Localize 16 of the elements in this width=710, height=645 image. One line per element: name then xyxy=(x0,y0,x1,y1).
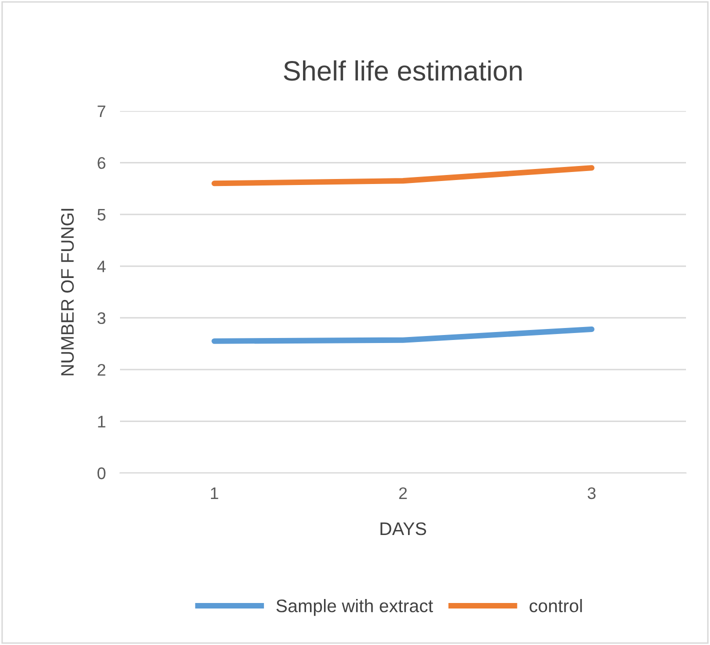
x-tick-label: 1 xyxy=(210,488,218,499)
x-axis-title: DAYS xyxy=(380,522,426,536)
chart-title: Shelf life estimation xyxy=(284,60,522,81)
y-tick-label: 4 xyxy=(97,260,106,272)
y-axis-title: NUMBER OF FUNGI xyxy=(61,208,74,376)
legend-label: control xyxy=(530,599,582,612)
y-tick-label: 2 xyxy=(98,364,106,376)
legend-label: Sample with extract xyxy=(276,599,434,616)
y-tick-label: 1 xyxy=(98,416,106,428)
y-tick-label: 3 xyxy=(97,312,106,324)
x-tick-label: 3 xyxy=(588,487,596,500)
y-tick-label: 0 xyxy=(97,467,106,480)
y-tick-label: 6 xyxy=(98,157,106,169)
x-tick-label: 2 xyxy=(399,487,407,499)
y-tick-label: 5 xyxy=(98,209,106,221)
y-tick-label: 7 xyxy=(98,106,106,118)
